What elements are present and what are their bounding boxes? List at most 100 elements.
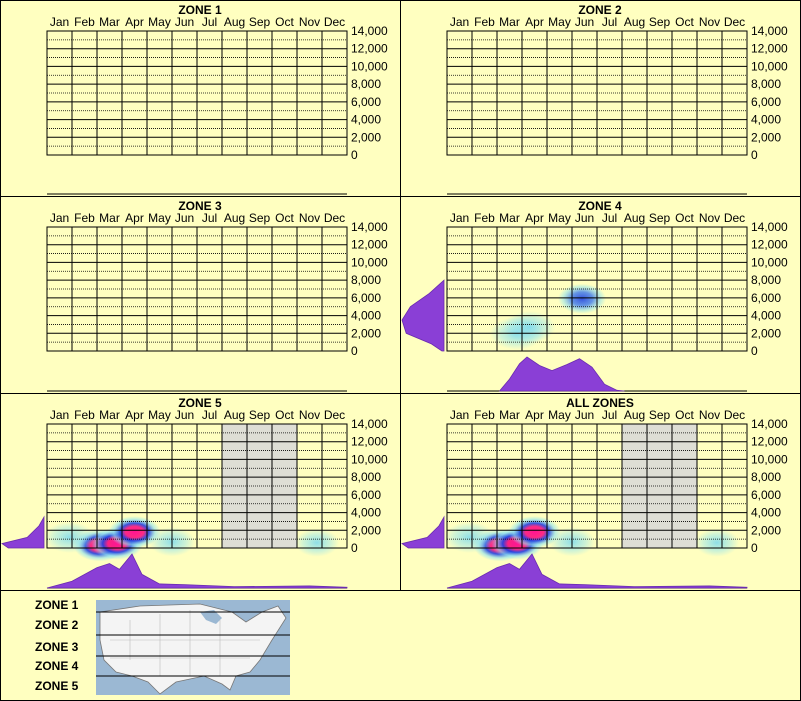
y-tick-label: 0 [751,148,758,162]
month-label: Mar [499,408,520,422]
y-tick-label: 2,000 [351,130,381,144]
month-density-curve [46,553,348,589]
month-label: Mar [99,15,120,29]
y-tick-label: 4,000 [751,113,781,127]
month-density-curve [498,356,625,392]
month-label: Mar [99,211,120,225]
y-tick-label: 14,000 [751,417,788,431]
month-label: Nov [299,15,320,29]
month-label: Aug [224,408,245,422]
zone-panel-5: ZONE 5 Jan Feb Mar Apr May Jun Jul Aug Sep Oct Nov D… [0,393,401,591]
month-label: Oct [675,15,694,29]
y-tick-label: 12,000 [751,238,788,252]
y-tick-label: 12,000 [351,42,388,56]
month-label: Jul [602,211,617,225]
zone-title: ZONE 5 [178,396,222,410]
month-label: Dec [724,15,745,29]
y-tick-label: 4,000 [351,309,381,323]
month-label: Jan [50,408,69,422]
shaded-month-band [272,424,297,548]
y-tick-label: 6,000 [351,95,381,109]
month-label: Mar [499,211,520,225]
y-tick-label: 2,000 [751,523,781,537]
month-label: Nov [299,408,320,422]
month-label: May [148,211,171,225]
month-label: Jul [202,211,217,225]
y-tick-label: 6,000 [351,488,381,502]
month-label: Jun [575,408,594,422]
y-tick-label: 8,000 [351,470,381,484]
month-label: Apr [125,211,144,225]
month-label: Oct [275,408,294,422]
y-tick-label: 2,000 [751,326,781,340]
month-label: Sep [649,15,671,29]
month-label: Jun [175,408,194,422]
y-tick-label: 12,000 [351,435,388,449]
month-label: Sep [249,15,271,29]
month-label: Sep [249,408,271,422]
legend-zone-label: ZONE 4 [35,659,79,673]
y-tick-label: 4,000 [751,506,781,520]
y-tick-label: 2,000 [751,130,781,144]
y-tick-label: 2,000 [351,523,381,537]
y-tick-label: 8,000 [351,77,381,91]
y-tick-label: 0 [351,148,358,162]
month-label: Jan [450,15,469,29]
shaded-month-band [622,424,647,548]
month-label: Apr [125,15,144,29]
month-label: Jan [50,211,69,225]
map-great-lakes [200,610,222,624]
month-label: Dec [324,408,345,422]
y-tick-label: 4,000 [351,113,381,127]
month-label: Apr [525,408,544,422]
elevation-density-curve [1,515,45,549]
month-label: Feb [474,15,495,29]
zone-title: ALL ZONES [566,396,634,410]
month-label: Jun [175,15,194,29]
y-tick-label: 14,000 [351,417,388,431]
month-label: Jun [575,211,594,225]
y-tick-label: 0 [751,344,758,358]
month-label: Oct [275,15,294,29]
y-tick-label: 2,000 [351,326,381,340]
month-label: Aug [224,15,245,29]
zone-title: ZONE 3 [178,199,222,213]
y-tick-label: 8,000 [751,470,781,484]
month-label: May [148,15,171,29]
y-tick-label: 12,000 [351,238,388,252]
month-label: Aug [624,408,645,422]
month-label: Feb [474,211,495,225]
panel-frame [400,393,801,591]
month-label: Mar [499,15,520,29]
month-label: Jun [175,211,194,225]
y-tick-label: 12,000 [751,42,788,56]
month-label: Oct [675,211,694,225]
y-tick-label: 6,000 [351,291,381,305]
shaded-month-band [222,424,247,548]
zone-panel-3: ZONE 3 Jan Feb Mar Apr May Jun Jul Aug Sep Oct Nov D… [0,196,401,394]
month-label: Apr [125,408,144,422]
month-label: Sep [249,211,271,225]
y-tick-label: 0 [351,344,358,358]
zone-panel-6: ALL ZONES Jan Feb Mar Apr May Jun Jul Aug Sep Oct N… [400,393,801,591]
y-tick-label: 6,000 [751,95,781,109]
y-tick-label: 8,000 [751,77,781,91]
y-tick-label: 14,000 [351,24,388,38]
month-label: Jul [202,408,217,422]
month-label: Dec [724,408,745,422]
y-tick-label: 14,000 [751,220,788,234]
month-label: Nov [699,211,720,225]
legend-zone-label: ZONE 3 [35,640,79,654]
month-label: Oct [275,211,294,225]
month-label: Sep [649,408,671,422]
month-label: May [548,408,571,422]
y-tick-label: 6,000 [751,291,781,305]
month-label: Jul [602,15,617,29]
y-tick-label: 6,000 [751,488,781,502]
zone-title: ZONE 2 [578,3,622,17]
month-label: Dec [324,15,345,29]
zone-panel-1: ZONE 1 Jan Feb Mar Apr May Jun Jul Aug Sep Oct Nov D… [0,0,401,197]
month-label: Oct [675,408,694,422]
y-tick-label: 8,000 [351,273,381,287]
heat-spot [695,528,739,557]
